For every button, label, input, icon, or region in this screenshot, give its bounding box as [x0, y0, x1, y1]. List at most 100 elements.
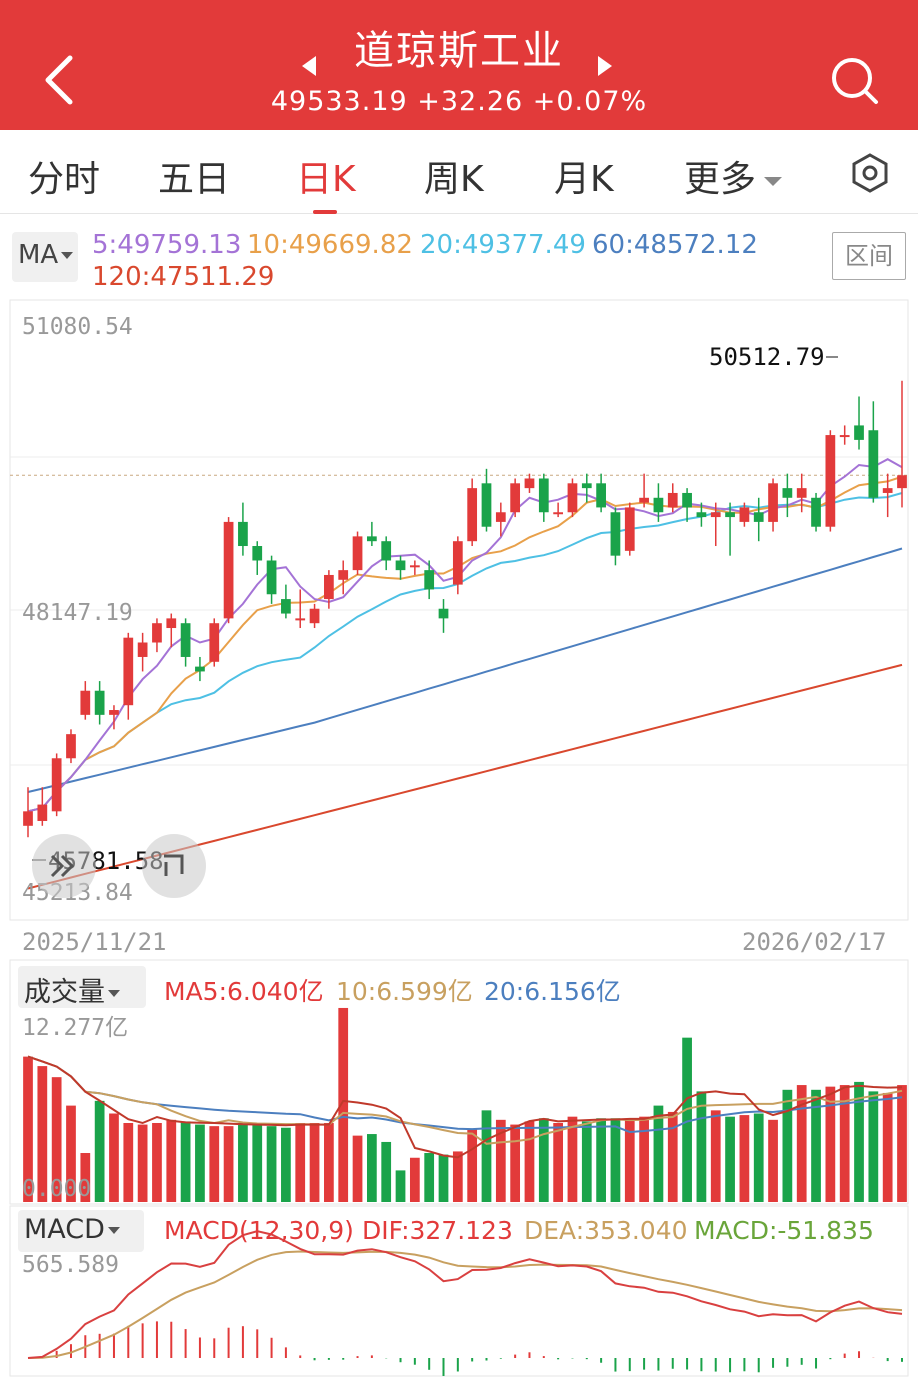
tab-rik[interactable]: 日K	[296, 159, 356, 200]
volume-bar	[452, 1151, 463, 1202]
fullscreen-button[interactable]	[142, 834, 206, 898]
macd-panel-frame	[9, 1205, 909, 1377]
search-icon[interactable]	[826, 54, 882, 110]
volume-bar	[123, 1122, 134, 1202]
candle-body	[324, 574, 334, 600]
candle-body	[897, 475, 907, 489]
candle-body	[481, 483, 492, 527]
volume-bar	[381, 1141, 392, 1202]
tab-wuri[interactable]: 五日	[158, 159, 231, 200]
volume-bar	[309, 1122, 320, 1202]
candle-body	[610, 512, 621, 556]
volume-bar	[639, 1116, 649, 1202]
volume-bar	[338, 1007, 349, 1202]
volume-bar	[51, 1077, 62, 1202]
macd-selector-label: MACD	[24, 1214, 105, 1245]
volume-bar	[180, 1121, 191, 1202]
macd-value: MACD:-51.835	[694, 1216, 874, 1245]
candle-body	[37, 804, 48, 821]
volume-panel-frame	[9, 959, 909, 1205]
candle-body	[23, 811, 33, 826]
candle-body	[495, 512, 506, 522]
candle-body	[538, 478, 549, 513]
candle-body	[66, 734, 76, 759]
candle-body	[696, 512, 707, 518]
next-stock-icon[interactable]	[598, 56, 612, 76]
volume-bar	[438, 1154, 449, 1202]
volume-bar	[653, 1105, 664, 1202]
double-chevron-icon	[50, 854, 75, 878]
volume-ma5: MA5:6.040亿	[164, 977, 324, 1006]
volume-bar	[897, 1085, 907, 1202]
ma-selector-label: MA	[18, 240, 59, 270]
tab-zhouk[interactable]: 周K	[424, 159, 484, 200]
candle-body	[152, 623, 162, 643]
candle-body	[667, 492, 678, 508]
candle-body	[438, 608, 449, 619]
candle-body	[123, 637, 134, 706]
candle-body	[624, 507, 635, 551]
ma60-value: 60:48572.12	[592, 230, 758, 260]
volume-bar	[796, 1085, 807, 1202]
caret-down-icon	[61, 252, 74, 259]
tab-yuek[interactable]: 月K	[554, 159, 614, 200]
tab-more-label: 更多	[684, 159, 757, 200]
range-button[interactable]: 区间	[832, 232, 906, 280]
volume-ma10: 10:6.599亿	[336, 977, 473, 1006]
macd-selector[interactable]: MACD	[18, 1210, 144, 1252]
candle-body	[811, 497, 821, 527]
candle-body	[710, 512, 721, 518]
high-price-annotation: 50512.79	[709, 343, 825, 371]
tab-more[interactable]: 更多	[684, 150, 783, 202]
ma60-line	[27, 547, 903, 793]
candle-body	[252, 546, 263, 561]
volume-selector[interactable]: 成交量	[18, 966, 146, 1008]
volume-bar	[667, 1111, 678, 1202]
volume-bar	[295, 1122, 306, 1202]
chevron-down-icon	[764, 176, 783, 186]
volume-bar	[166, 1119, 177, 1202]
macd-axis-top: 565.589	[22, 1252, 119, 1278]
prev-stock-icon[interactable]	[302, 56, 316, 76]
volume-bar	[66, 1105, 76, 1202]
candle-body	[137, 642, 148, 657]
ma120-value: 120:47511.29	[92, 262, 275, 292]
candle-body	[739, 507, 750, 522]
candle-body	[524, 478, 535, 489]
candle-body	[338, 570, 349, 580]
volume-bar	[424, 1153, 435, 1202]
candle-body	[94, 690, 105, 715]
fullscreen-icon	[164, 854, 184, 876]
volume-bar	[467, 1129, 478, 1202]
volume-bar	[324, 1122, 334, 1202]
settings-icon[interactable]	[849, 152, 891, 194]
volume-bar	[854, 1081, 864, 1202]
volume-axis-bottom: 0.000	[22, 1176, 92, 1202]
volume-bar	[596, 1118, 606, 1202]
volume-bar	[37, 1066, 48, 1202]
volume-bar	[94, 1100, 105, 1202]
candle-body	[409, 565, 420, 568]
candle-body	[395, 560, 406, 571]
expand-button[interactable]	[32, 834, 96, 898]
tab-fenshi[interactable]: 分时	[28, 159, 101, 200]
candle-body	[195, 666, 205, 672]
volume-bar	[768, 1119, 778, 1202]
period-tabs: 分时 五日 日K 周K 月K 更多	[0, 130, 918, 214]
volume-bar	[80, 1153, 91, 1202]
candle-body	[753, 512, 764, 522]
candle-body	[782, 488, 793, 498]
candle-body	[882, 488, 893, 493]
back-arrow-icon[interactable]	[40, 52, 88, 108]
volume-bar	[682, 1037, 692, 1202]
volume-bar	[495, 1119, 506, 1202]
macd-dif: DIF:327.123	[362, 1216, 513, 1245]
candle-body	[825, 435, 836, 527]
candle-body	[854, 425, 864, 440]
volume-bar	[553, 1122, 564, 1202]
volume-bar	[266, 1126, 277, 1202]
ma-selector[interactable]: MA	[12, 232, 78, 282]
candle-body	[109, 710, 119, 715]
volume-bar	[882, 1092, 893, 1202]
